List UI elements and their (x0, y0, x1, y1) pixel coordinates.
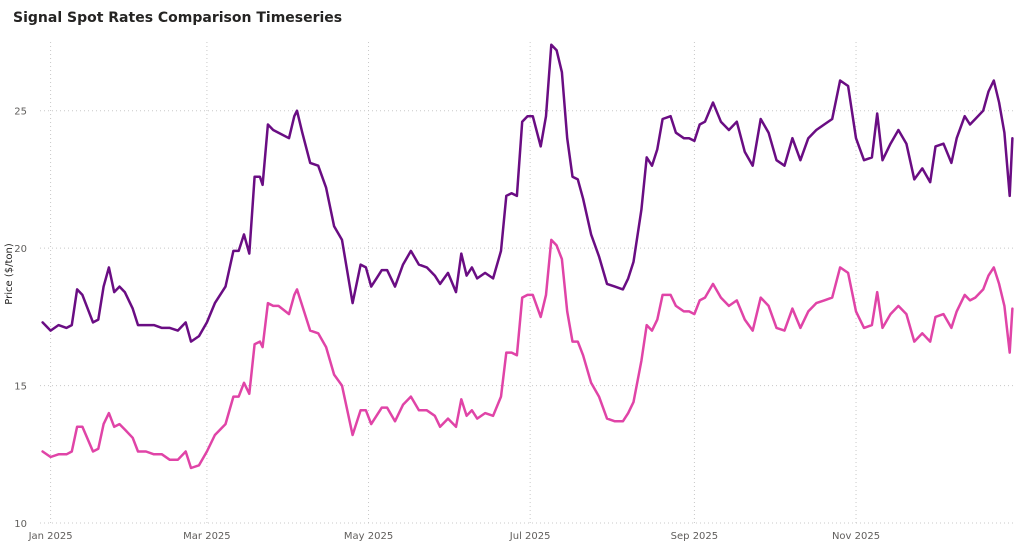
x-tick-label: Jul 2025 (509, 531, 551, 542)
grid-layer (40, 42, 1015, 524)
tick-layer: 10 15 20 25 Jan 2025 Mar 2025 May 2025 Jul 2025… (14, 107, 880, 542)
series-line-lower (41, 238, 1014, 470)
x-tick-label: Sep 2025 (671, 531, 718, 542)
y-tick-label: 15 (14, 382, 27, 393)
x-tick-label: Nov 2025 (832, 531, 880, 542)
series-layer (41, 43, 1014, 470)
x-tick-label: May 2025 (344, 531, 393, 542)
series-line-upper (41, 43, 1014, 343)
y-tick-label: 20 (14, 244, 27, 255)
y-axis-label: Price ($/ton) (4, 243, 15, 305)
chart-title: Signal Spot Rates Comparison Timeseries (13, 10, 343, 26)
x-tick-label: Mar 2025 (183, 531, 231, 542)
y-tick-label: 25 (14, 107, 27, 118)
x-tick-label: Jan 2025 (28, 531, 73, 542)
y-tick-label: 10 (14, 519, 27, 530)
